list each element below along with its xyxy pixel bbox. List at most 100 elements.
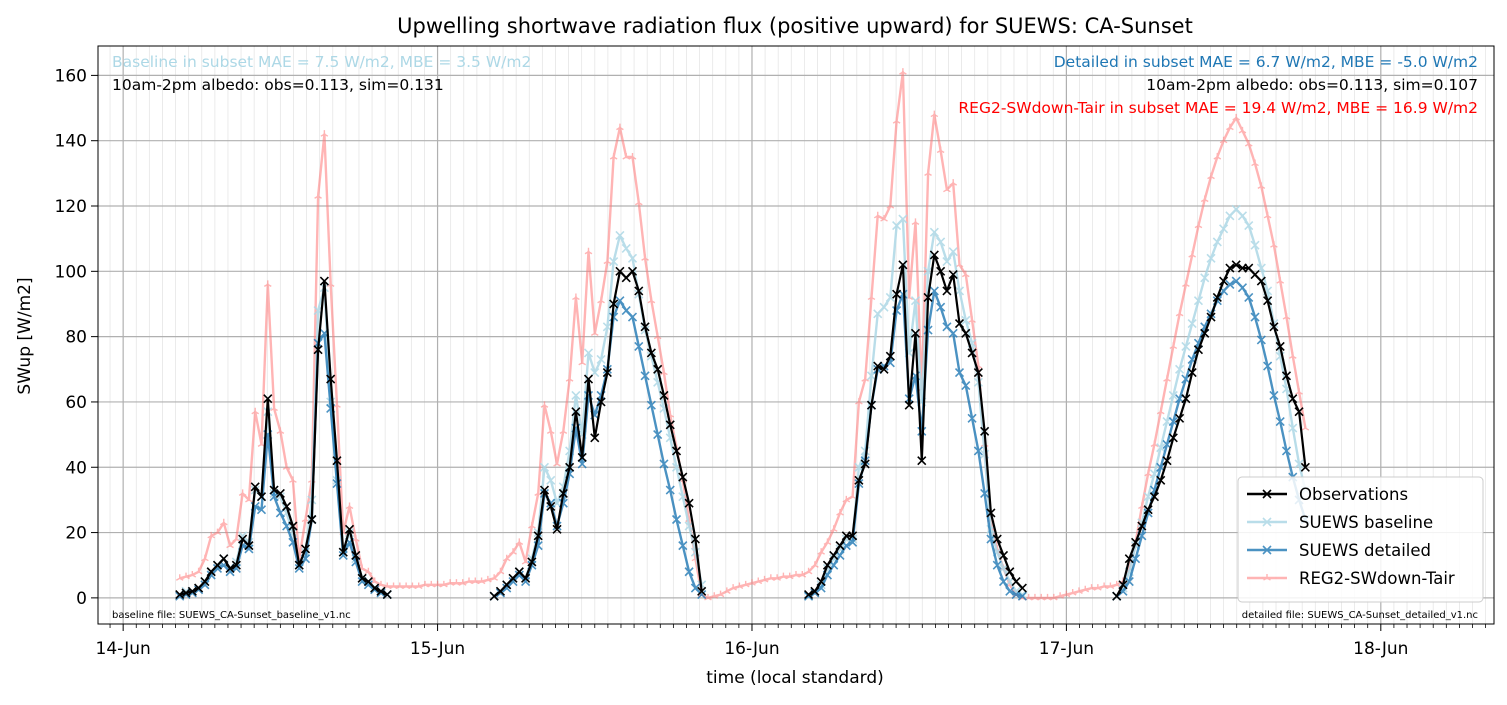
data-point <box>1005 586 1015 596</box>
data-point <box>992 560 1002 570</box>
data-point <box>370 583 380 593</box>
detailed-stats-annotation: Detailed in subset MAE = 6.7 W/m2, MBE =… <box>1054 53 1478 71</box>
data-point <box>854 475 864 485</box>
data-point <box>647 296 656 304</box>
data-point <box>697 586 707 596</box>
data-point <box>558 488 568 498</box>
baseline-albedo-annotation: 10am-2pm albedo: obs=0.113, sim=0.131 <box>112 76 444 94</box>
data-point <box>873 361 883 371</box>
series-layer <box>175 68 1310 601</box>
series-line <box>179 253 1307 598</box>
data-point <box>1181 341 1191 351</box>
data-point <box>509 548 517 555</box>
data-point <box>660 368 668 376</box>
data-point <box>678 472 688 482</box>
data-point <box>1262 517 1272 527</box>
data-point <box>866 400 877 410</box>
data-point <box>1206 253 1216 263</box>
data-point <box>967 413 977 423</box>
data-point <box>1288 352 1297 359</box>
legend: Observations SUEWS baseline SUEWS detailed… <box>1237 476 1484 603</box>
data-point <box>490 574 498 581</box>
data-point <box>1237 283 1248 293</box>
data-point <box>1213 153 1222 160</box>
data-point <box>1244 292 1254 303</box>
data-point <box>201 554 209 562</box>
data-point <box>270 404 278 412</box>
data-point <box>886 202 895 209</box>
data-point <box>936 302 946 312</box>
data-point <box>943 185 951 193</box>
data-point <box>307 514 317 525</box>
data-point <box>565 462 575 472</box>
legend-label: REG2-SWdown-Tair <box>1299 569 1455 588</box>
data-point <box>684 567 694 577</box>
data-point <box>1112 591 1122 601</box>
data-point <box>194 567 203 575</box>
data-point <box>1181 394 1191 404</box>
data-point <box>804 567 813 575</box>
data-point <box>1251 159 1259 167</box>
data-point <box>627 266 638 276</box>
data-point <box>364 567 373 575</box>
data-point <box>646 348 656 358</box>
data-point <box>1301 424 1310 431</box>
data-point <box>313 345 323 355</box>
data-point <box>484 575 492 583</box>
data-point <box>954 319 965 329</box>
data-point <box>275 488 285 498</box>
data-point <box>836 508 844 516</box>
data-point <box>1150 440 1159 448</box>
data-point <box>332 456 342 466</box>
data-point <box>1137 521 1147 531</box>
data-point <box>879 364 889 374</box>
data-point <box>603 257 612 265</box>
legend-label: Observations <box>1299 485 1408 504</box>
data-point <box>1163 375 1171 382</box>
data-point <box>597 296 605 304</box>
data-point <box>1017 583 1027 593</box>
data-point <box>1238 126 1247 134</box>
data-point <box>333 401 341 408</box>
data-point <box>1124 554 1134 564</box>
data-point <box>1175 413 1185 423</box>
data-point <box>1232 113 1241 121</box>
data-point <box>357 573 367 583</box>
plot-frame <box>97 45 1495 625</box>
data-point <box>212 563 223 574</box>
data-point <box>1162 456 1172 466</box>
data-point <box>577 452 587 463</box>
baseline-stats-annotation: Baseline in subset MAE = 7.5 W/m2, MBE =… <box>112 53 531 71</box>
y-tick-label: 20 <box>65 524 87 544</box>
data-point <box>1263 296 1273 306</box>
data-point <box>1225 263 1235 273</box>
data-point <box>590 433 600 443</box>
data-point <box>1256 276 1266 286</box>
data-point <box>1106 582 1115 590</box>
data-point <box>627 253 638 263</box>
data-point <box>627 312 638 322</box>
data-point <box>621 243 631 254</box>
y-tick-label: 120 <box>55 197 87 217</box>
data-point <box>590 329 599 336</box>
data-point <box>1212 237 1222 247</box>
data-point <box>245 495 253 503</box>
data-point <box>892 117 901 124</box>
data-point <box>665 485 675 495</box>
data-point <box>879 302 889 312</box>
legend-frame <box>1237 476 1484 603</box>
data-point <box>326 374 336 384</box>
legend-swatch <box>1247 574 1287 581</box>
data-point <box>1156 407 1165 415</box>
data-point <box>213 528 222 536</box>
data-point <box>238 489 247 496</box>
data-point <box>602 367 612 378</box>
data-point <box>842 495 851 503</box>
data-point <box>1175 364 1185 374</box>
reg-stats-annotation: REG2-SWdown-Tair in subset MAE = 19.4 W/… <box>958 99 1478 117</box>
data-point <box>1017 591 1027 601</box>
data-point <box>961 270 970 278</box>
data-point <box>244 541 254 551</box>
series-observations <box>175 250 1310 601</box>
data-point <box>539 485 550 495</box>
